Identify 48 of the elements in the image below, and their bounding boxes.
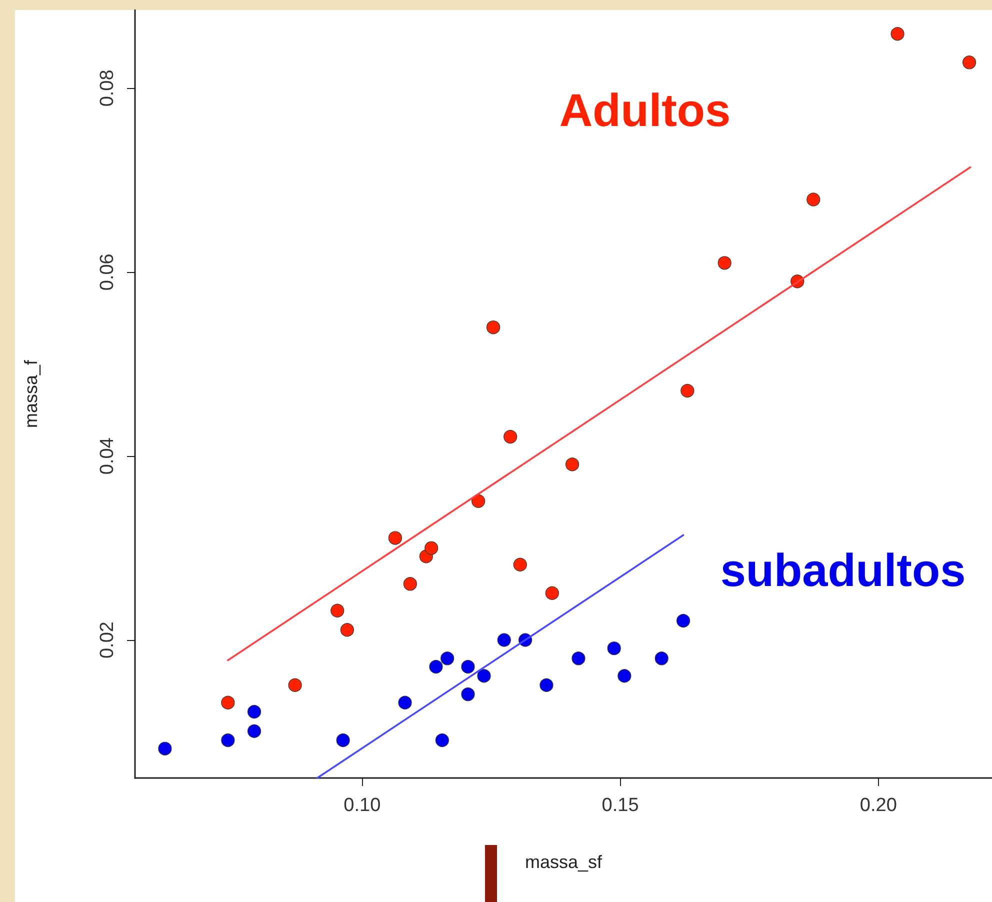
point	[330, 604, 344, 618]
point	[890, 27, 904, 41]
point	[676, 614, 690, 628]
point	[247, 724, 262, 738]
point	[497, 633, 511, 647]
y-tick-label: 0.06	[97, 254, 118, 291]
point	[806, 192, 820, 206]
point	[718, 256, 732, 270]
point	[565, 458, 580, 472]
point	[424, 541, 438, 555]
x-tick-label: 0.10	[344, 795, 381, 816]
y-tick-label: 0.04	[97, 437, 118, 475]
point	[461, 688, 475, 702]
point	[504, 430, 518, 444]
point	[607, 642, 621, 656]
point	[398, 696, 412, 710]
point	[680, 384, 694, 398]
point	[962, 56, 976, 70]
y-tick-label: 0.02	[97, 622, 118, 659]
point	[247, 704, 262, 719]
point	[221, 696, 235, 710]
point	[435, 733, 449, 748]
x-tick-label: 0.15	[602, 795, 639, 816]
point	[513, 558, 527, 572]
y-axis-title: massa_f	[21, 358, 41, 428]
point	[403, 577, 417, 591]
point	[429, 660, 443, 674]
point	[221, 733, 235, 748]
point	[440, 652, 454, 666]
text: Adultos	[559, 84, 731, 136]
x-axis-title: massa_sf	[524, 852, 604, 872]
point	[388, 531, 402, 545]
series-label: subadultos	[720, 544, 966, 596]
point	[340, 623, 354, 637]
point	[336, 733, 350, 748]
point	[486, 320, 500, 334]
point	[540, 678, 554, 692]
point	[545, 586, 559, 600]
point	[572, 652, 586, 666]
point	[618, 669, 632, 683]
y-tick-label: 0.08	[97, 70, 118, 107]
point	[461, 660, 475, 674]
point	[472, 494, 486, 508]
x-tick-label: 0.20	[860, 795, 897, 816]
point	[654, 652, 668, 666]
point	[477, 669, 491, 683]
point	[158, 742, 172, 756]
point	[288, 678, 302, 692]
